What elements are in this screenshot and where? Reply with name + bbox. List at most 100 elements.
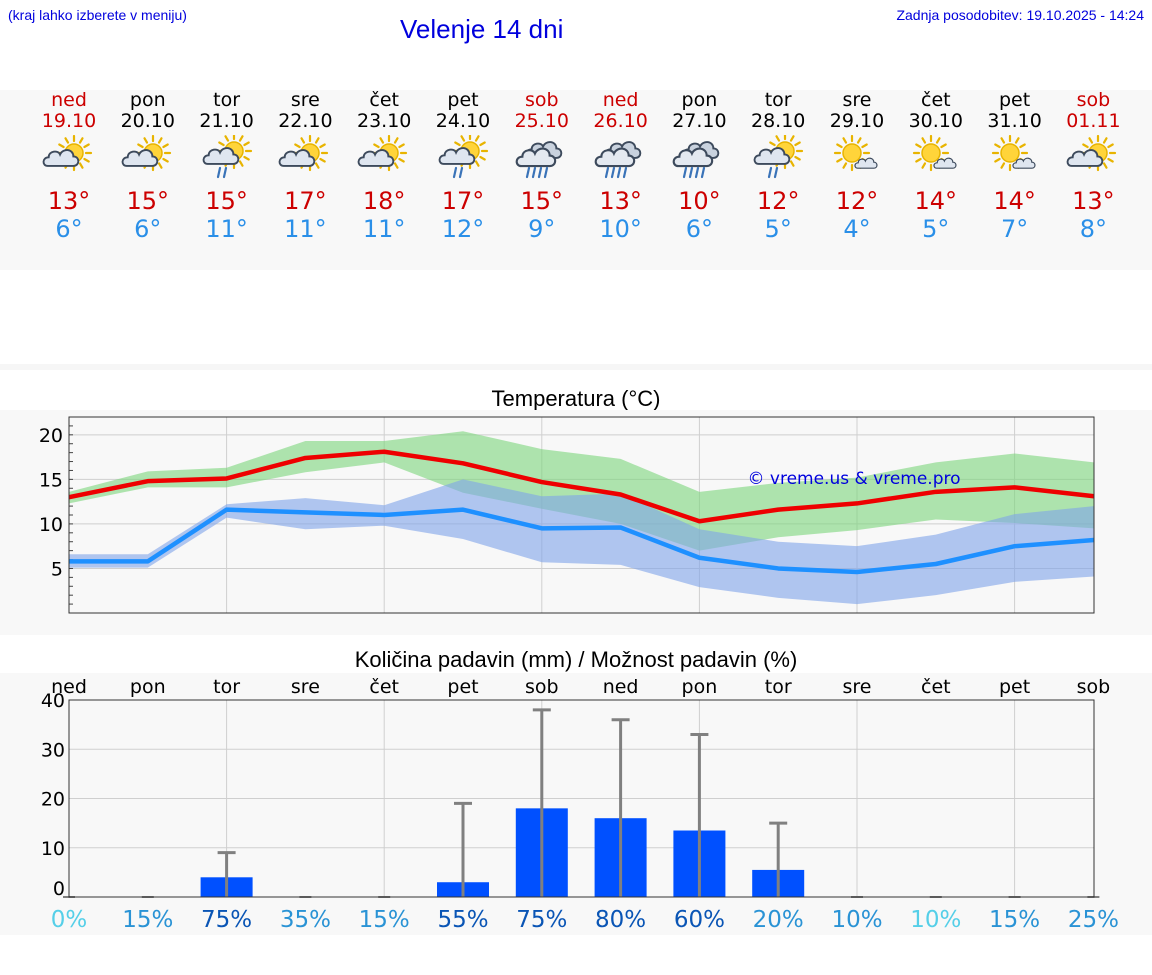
day-name: pet: [998, 89, 1031, 111]
day-date: 23.10: [356, 110, 412, 132]
weather-icon: [438, 135, 489, 179]
day-label: sob: [1077, 676, 1111, 698]
day-column: pon 27.10 10° 6°: [659, 90, 739, 243]
day-column: pet 31.10 14° 7°: [975, 90, 1055, 243]
day-label: pet: [447, 676, 478, 698]
day-date: 01.11: [1066, 110, 1121, 132]
day-date: 27.10: [672, 110, 727, 132]
chart-background: [0, 673, 1152, 935]
max-temp: 14°: [993, 187, 1036, 215]
precip-probability: 10%: [910, 907, 961, 933]
day-label: tor: [213, 676, 240, 698]
day-column: pet 24.10 17° 12°: [423, 90, 503, 243]
day-label: pet: [999, 676, 1030, 698]
y-tick-label: 15: [39, 469, 63, 491]
precip-probability: 75%: [201, 907, 252, 933]
plot-frame: [68, 416, 1095, 614]
max-temp: 14°: [914, 187, 958, 215]
min-temp: 8°: [1079, 215, 1108, 243]
precip-probability: 15%: [122, 907, 173, 933]
rain-drops: [216, 166, 227, 179]
max-temp: 13°: [1072, 187, 1115, 215]
max-temp-line: [68, 449, 1095, 524]
temperature-chart-title: Temperatura (°C): [491, 386, 661, 411]
cloud-shape: [202, 147, 239, 165]
day-date: 20.10: [120, 110, 175, 132]
day-name: sre: [842, 89, 872, 111]
max-range-band: [69, 431, 1094, 551]
last-update: Zadnja posodobitev: 19.10.2025 - 14:24: [896, 7, 1144, 23]
precip-probability: 15%: [989, 907, 1040, 933]
day-date: 28.10: [750, 110, 806, 132]
day-name: čet: [921, 89, 951, 111]
day-column: sre 22.10 17° 11°: [265, 90, 345, 243]
day-name: ned: [51, 89, 87, 111]
divider: [0, 364, 1152, 370]
max-temp: 12°: [756, 187, 800, 215]
min-temp: 6°: [134, 215, 162, 243]
rain-drops: [525, 166, 548, 179]
day-date: 19.10: [41, 110, 97, 132]
day-date: 24.10: [435, 110, 491, 132]
y-tick-label: 20: [39, 425, 63, 447]
cloud-shape: [933, 157, 957, 169]
precipitation-chart-title: Količina padavin (mm) / Možnost padavin …: [354, 647, 798, 672]
min-temp: 11°: [362, 215, 406, 243]
min-temp: 4°: [843, 215, 871, 243]
day-name: sre: [290, 89, 320, 111]
day-name: tor: [213, 89, 241, 111]
cloud-shape: [594, 147, 635, 168]
day-name: čet: [369, 89, 399, 111]
page-title: Velenje 14 dni: [400, 14, 564, 44]
day-name: ned: [602, 89, 639, 111]
day-label: sre: [291, 676, 320, 698]
min-temp: 6°: [685, 215, 714, 243]
weather-icon: [121, 135, 171, 172]
rain-drops: [604, 166, 627, 179]
weather-icon: [833, 135, 878, 172]
day-date: 21.10: [199, 110, 254, 132]
weather-icon: [753, 135, 804, 179]
temperature-chart: 5 10 15 20 © vreme.us & vreme.pro: [0, 410, 1152, 635]
precip-probability: 25%: [1068, 907, 1119, 933]
y-tick-label: 40: [41, 690, 65, 712]
y-tick-label: 10: [39, 514, 63, 536]
sun-shape: [833, 135, 871, 172]
weather-icon: [357, 135, 408, 172]
max-temp: 10°: [678, 187, 721, 215]
day-date: 31.10: [987, 110, 1042, 132]
min-temp: 5°: [764, 215, 792, 243]
day-label: sre: [843, 676, 872, 698]
rain-drops: [452, 166, 464, 179]
cloud-shape: [753, 147, 791, 165]
max-temp: 12°: [835, 187, 879, 215]
y-tick-label: 10: [41, 838, 65, 860]
day-label: sob: [525, 676, 559, 698]
cloud-shape: [1011, 157, 1036, 169]
day-name: pon: [129, 89, 166, 111]
weather-icon: [991, 135, 1036, 172]
day-label: pon: [130, 676, 166, 698]
cloud-shape: [357, 149, 395, 167]
precip-probability: 55%: [437, 907, 488, 933]
day-label: tor: [765, 676, 792, 698]
day-name: tor: [764, 89, 792, 111]
day-column: sob 25.10 15° 9°: [502, 90, 582, 243]
weather-icon: [278, 135, 329, 172]
day-name: pon: [681, 89, 718, 111]
weather-icon: [912, 135, 957, 172]
cloud-shape: [438, 147, 476, 165]
min-temp: 12°: [441, 215, 485, 243]
weather-icon: [42, 135, 93, 172]
day-label: čet: [921, 676, 951, 698]
cloud-shape: [278, 149, 316, 167]
cloud-shape: [1066, 149, 1104, 167]
day-date: 26.10: [593, 110, 648, 132]
y-tick-label: 0: [53, 878, 65, 900]
day-column: pon 20.10 15° 6°: [108, 90, 188, 243]
rain-drops: [683, 166, 706, 179]
rain-drops: [768, 166, 779, 179]
day-column: tor 28.10 12° 5°: [738, 90, 818, 243]
forecast-strip: [0, 90, 1152, 270]
